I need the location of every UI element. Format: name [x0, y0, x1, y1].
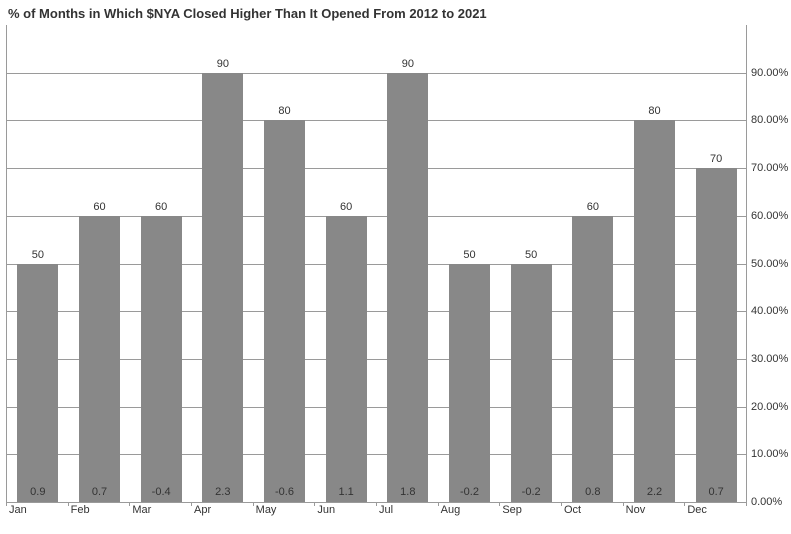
bar — [326, 216, 367, 502]
plot-area: 50 0.9 60 0.7 60 -0.4 90 2.3 80 -0.6 60 1.1 90 1.8 50 -… — [6, 25, 747, 503]
x-tick-label: Dec — [687, 504, 707, 516]
bar-value-label: 90 — [378, 58, 438, 70]
right-axis — [746, 25, 747, 502]
bar-bottom-label: 0.7 — [686, 486, 746, 498]
x-tick-label: Oct — [564, 504, 581, 516]
x-tick-mark — [499, 502, 500, 506]
bar — [696, 168, 737, 502]
x-tick-mark — [684, 502, 685, 506]
bar-value-label: 60 — [70, 201, 130, 213]
x-tick-mark — [253, 502, 254, 506]
y-tick-label: 60.00% — [751, 210, 788, 222]
x-tick-mark — [129, 502, 130, 506]
bar-bottom-label: -0.2 — [440, 486, 500, 498]
x-tick-label: Mar — [132, 504, 151, 516]
x-tick-mark — [623, 502, 624, 506]
bar-bottom-label: 1.1 — [316, 486, 376, 498]
bar-bottom-label: -0.6 — [255, 486, 315, 498]
bar-value-label: 70 — [686, 153, 746, 165]
bar — [572, 216, 613, 502]
bar-bottom-label: 2.2 — [625, 486, 685, 498]
bar-bottom-label: 1.8 — [378, 486, 438, 498]
bar-bottom-label: 0.7 — [70, 486, 130, 498]
bar-value-label: 60 — [316, 201, 376, 213]
x-tick-label: Jun — [317, 504, 335, 516]
x-tick-label: Nov — [626, 504, 646, 516]
x-tick-label: May — [256, 504, 277, 516]
y-tick-label: 70.00% — [751, 162, 788, 174]
x-tick-mark — [746, 502, 747, 506]
bar — [79, 216, 120, 502]
bar-bottom-label: -0.2 — [501, 486, 561, 498]
bar — [202, 73, 243, 502]
x-tick-mark — [376, 502, 377, 506]
bar-value-label: 60 — [131, 201, 191, 213]
y-tick-label: 10.00% — [751, 448, 788, 460]
x-tick-label: Jan — [9, 504, 27, 516]
x-tick-label: Feb — [71, 504, 90, 516]
bar — [449, 264, 490, 503]
bar-value-label: 80 — [625, 105, 685, 117]
bar-value-label: 80 — [255, 105, 315, 117]
bar — [634, 120, 675, 502]
bar — [387, 73, 428, 502]
bar-bottom-label: 2.3 — [193, 486, 253, 498]
y-tick-label: 90.00% — [751, 67, 788, 79]
x-tick-label: Jul — [379, 504, 393, 516]
bar-value-label: 50 — [440, 249, 500, 261]
x-tick-mark — [6, 502, 7, 506]
bar — [511, 264, 552, 503]
bar-value-label: 50 — [501, 249, 561, 261]
y-tick-label: 20.00% — [751, 401, 788, 413]
x-tick-mark — [438, 502, 439, 506]
y-tick-label: 30.00% — [751, 353, 788, 365]
x-tick-mark — [191, 502, 192, 506]
x-tick-mark — [314, 502, 315, 506]
bar-bottom-label: 0.9 — [8, 486, 68, 498]
x-tick-label: Sep — [502, 504, 522, 516]
bar-value-label: 50 — [8, 249, 68, 261]
bar-bottom-label: 0.8 — [563, 486, 623, 498]
bar-value-label: 90 — [193, 58, 253, 70]
x-tick-mark — [561, 502, 562, 506]
bar — [141, 216, 182, 502]
x-tick-label: Apr — [194, 504, 211, 516]
bar-value-label: 60 — [563, 201, 623, 213]
bar — [264, 120, 305, 502]
bar — [17, 264, 58, 503]
y-tick-label: 0.00% — [751, 496, 782, 508]
chart-title: % of Months in Which $NYA Closed Higher … — [8, 6, 487, 21]
y-tick-label: 80.00% — [751, 114, 788, 126]
y-tick-label: 40.00% — [751, 305, 788, 317]
bar-bottom-label: -0.4 — [131, 486, 191, 498]
gridline — [7, 73, 747, 74]
y-tick-label: 50.00% — [751, 258, 788, 270]
x-tick-label: Aug — [441, 504, 461, 516]
x-tick-mark — [68, 502, 69, 506]
